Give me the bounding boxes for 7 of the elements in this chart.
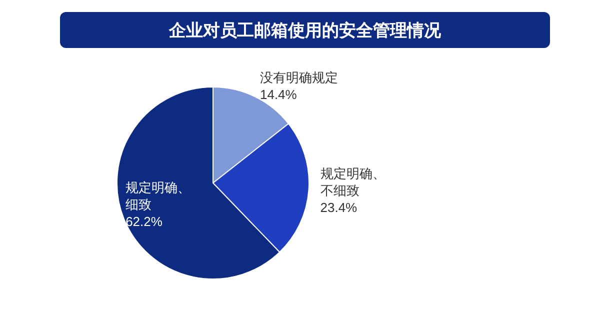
data-label: 62.2% xyxy=(126,213,164,230)
slice-label: 规定明确、不细致 xyxy=(320,164,386,199)
slice-label: 没有明确规定 xyxy=(260,69,339,86)
slice-label: 规定明确、细致 xyxy=(126,179,192,214)
chart-title: 企业对员工邮箱使用的安全管理情况 xyxy=(60,12,550,48)
data-label: 14.4% xyxy=(260,86,298,104)
data-label: 23.4% xyxy=(320,198,358,216)
